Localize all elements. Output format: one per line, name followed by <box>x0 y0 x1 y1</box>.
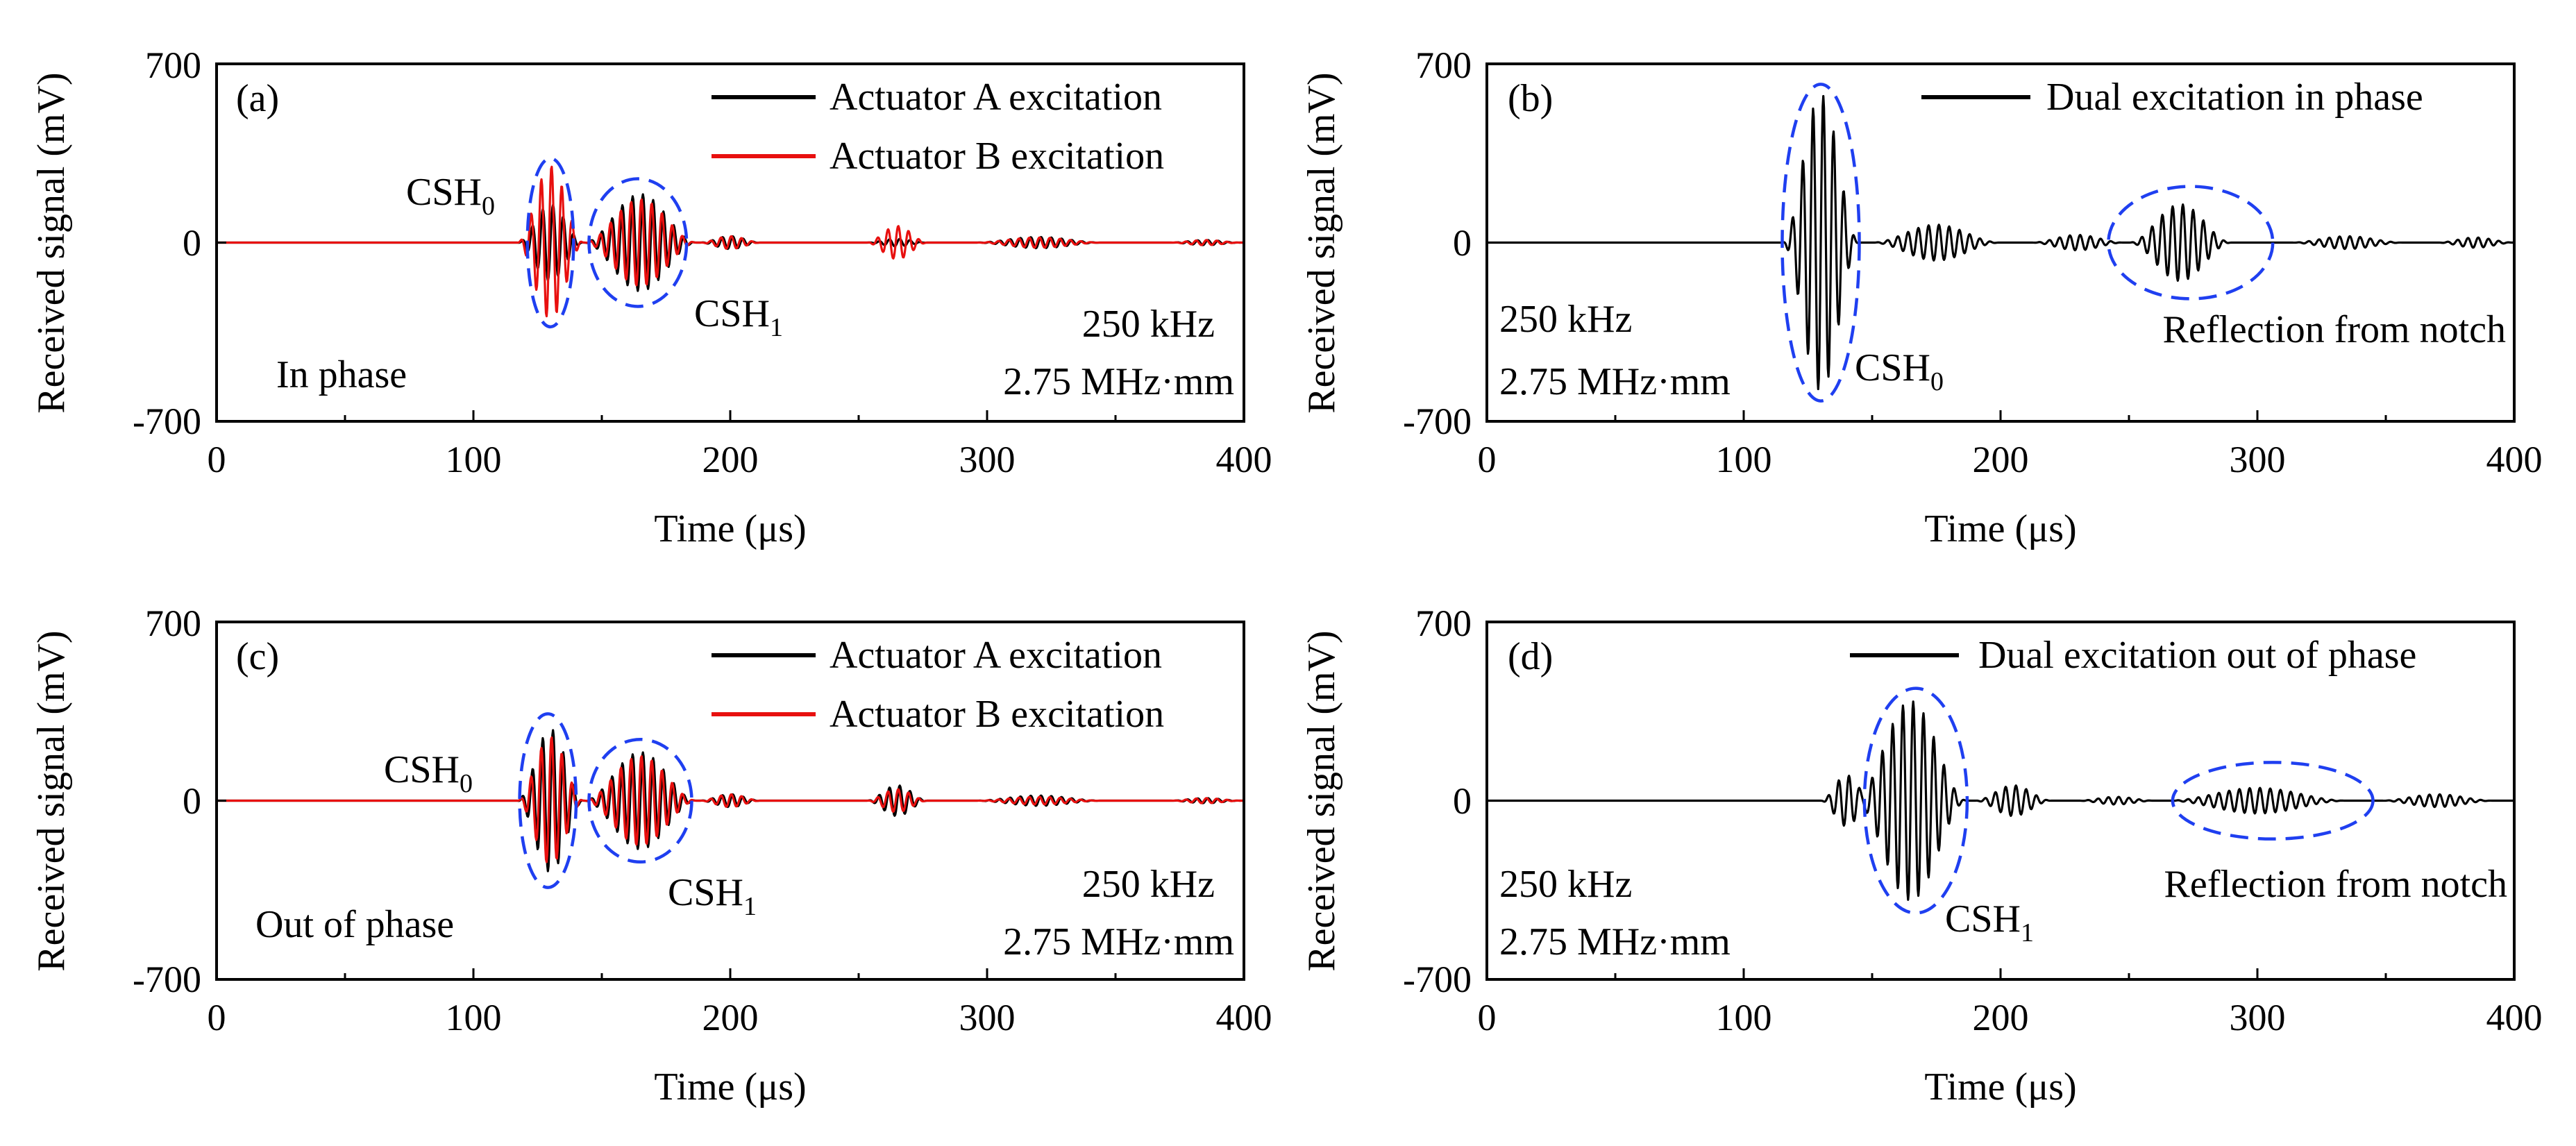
panel-d-annotation-csh1: CSH1 <box>1945 898 2034 947</box>
panel-b-annotation: 2.75 MHz·mm <box>1499 360 1731 403</box>
panel-c-annotation: 2.75 MHz·mm <box>1003 920 1234 963</box>
panel-d-y-tick-label: -700 <box>1403 959 1472 1000</box>
panel-d-y-axis-title: Received signal (mV) <box>1300 630 1343 971</box>
panel-c-legend-label: Actuator A excitation <box>830 634 1162 677</box>
panel-c-x-tick-label: 100 <box>446 997 502 1038</box>
panel-d-x-axis-title: Time (μs) <box>1924 1065 2076 1109</box>
panel-c-ticks <box>215 621 1245 981</box>
panel-b-y-tick-label: 0 <box>1453 222 1472 264</box>
panel-a-highlight-ellipse-1 <box>525 156 575 329</box>
panel-c-y-tick-label: 0 <box>183 780 201 822</box>
panel-a: 700 0 -700 0 100 200 300 400 Time (μs) R… <box>30 44 1272 550</box>
panel-d-x-tick-label: 400 <box>2486 997 2543 1038</box>
panel-b-x-tick-label: 400 <box>2486 439 2543 480</box>
panel-c-y-tick-label: 700 <box>145 603 201 644</box>
panel-b-y-tick-label: 700 <box>1415 44 1472 86</box>
panel-b-series-1-line <box>1486 94 2515 391</box>
panel-d-annotation: 2.75 MHz·mm <box>1499 920 1731 963</box>
panel-b-legend-label: Dual excitation in phase <box>2046 76 2423 119</box>
panel-a-annotation: In phase <box>276 353 407 396</box>
panel-b-highlight-ellipse-1 <box>1781 83 1861 403</box>
panel-a-y-tick-label: -700 <box>133 401 201 442</box>
panel-d-y-tick-label: 700 <box>1415 603 1472 644</box>
panel-c-x-tick-label: 300 <box>959 997 1016 1038</box>
panel-a-legend-label: Actuator A excitation <box>830 76 1162 119</box>
panel-d-highlights <box>1862 686 2375 915</box>
panel-c-x-tick-label: 400 <box>1216 997 1272 1038</box>
panel-a-y-axis-title: Received signal (mV) <box>30 72 73 413</box>
panel-b: 700 0 -700 0 100 200 300 400 Time (μs) R… <box>1300 44 2543 550</box>
panel-c-highlights <box>518 712 693 889</box>
panel-b-y-axis-title: Received signal (mV) <box>1300 72 1343 413</box>
panel-b-ticks <box>1485 62 2516 423</box>
panel-c-highlight-ellipse-2 <box>587 737 693 864</box>
panel-c-y-tick-label: -700 <box>133 959 201 1000</box>
panel-a-highlights <box>525 156 689 329</box>
panel-c-series <box>216 729 1245 873</box>
panel-a-y-tick-label: 700 <box>145 44 201 86</box>
panel-a-x-axis-title: Time (μs) <box>654 507 806 550</box>
panel-a-legend-label: Actuator B excitation <box>830 135 1164 178</box>
panel-a-x-tick-label: 400 <box>1216 439 1272 480</box>
panel-b-x-tick-label: 300 <box>2230 439 2286 480</box>
panel-d-legend-label: Dual excitation out of phase <box>1978 634 2416 677</box>
panel-d-series-1-line <box>1486 700 2515 901</box>
panel-b-annotation: 250 kHz <box>1499 298 1632 341</box>
panel-b-letter: (b) <box>1508 77 1553 120</box>
panel-d-y-tick-label: 0 <box>1453 780 1472 822</box>
panel-b-x-tick-label: 0 <box>1478 439 1497 480</box>
panel-c-series-2-line <box>216 736 1245 863</box>
panel-b-annotation-csh0: CSH0 <box>1855 346 1944 396</box>
panel-b-x-tick-label: 100 <box>1716 439 1772 480</box>
panel-a-ticks <box>215 62 1245 423</box>
panel-d-highlight-ellipse-1 <box>1862 686 1969 915</box>
panel-c-annotation-csh0: CSH0 <box>384 748 473 798</box>
panel-a-y-tick-label: 0 <box>183 222 201 264</box>
panel-b-highlights <box>1781 83 2275 403</box>
panel-d-annotation: 250 kHz <box>1499 863 1632 906</box>
panel-b-series <box>1486 94 2515 391</box>
panel-c-y-axis-title: Received signal (mV) <box>30 630 73 971</box>
panel-a-series-2-line <box>216 165 1245 318</box>
panel-a-annotation-csh0: CSH0 <box>406 171 495 221</box>
panel-d-x-tick-label: 100 <box>1716 997 1772 1038</box>
panel-b-x-tick-label: 200 <box>1973 439 2029 480</box>
panel-b-annotation: Reflection from notch <box>2162 308 2506 351</box>
panel-b-highlight-ellipse-2 <box>2107 185 2275 301</box>
panel-a-annotation-csh1: CSH1 <box>694 292 783 342</box>
panel-d-x-tick-label: 300 <box>2230 997 2286 1038</box>
panel-a-x-tick-label: 300 <box>959 439 1016 480</box>
panel-c: 700 0 -700 0 100 200 300 400 Time (μs) R… <box>30 603 1272 1109</box>
panel-c-annotation: 250 kHz <box>1082 863 1215 906</box>
panel-d-x-tick-label: 200 <box>1973 997 2029 1038</box>
panel-a-x-tick-label: 200 <box>702 439 759 480</box>
panel-c-annotation: Out of phase <box>255 903 454 946</box>
panel-d-letter: (d) <box>1508 635 1553 678</box>
panel-d-annotation: Reflection from notch <box>2164 863 2507 906</box>
panel-a-letter: (a) <box>236 77 279 120</box>
panel-d-series <box>1486 700 2515 901</box>
panel-c-legend-label: Actuator B excitation <box>830 693 1164 736</box>
panel-a-highlight-ellipse-2 <box>587 177 689 308</box>
panel-a-x-tick-label: 0 <box>208 439 226 480</box>
panel-d-ticks <box>1485 621 2516 981</box>
panel-c-x-tick-label: 200 <box>702 997 759 1038</box>
panel-a-annotation: 2.75 MHz·mm <box>1003 360 1234 403</box>
panel-d: 700 0 -700 0 100 200 300 400 Time (μs) R… <box>1300 603 2543 1109</box>
panel-d-highlight-ellipse-2 <box>2171 761 2375 841</box>
panel-c-letter: (c) <box>236 635 279 678</box>
panel-c-annotation-csh1: CSH1 <box>668 871 757 921</box>
panel-a-x-tick-label: 100 <box>446 439 502 480</box>
panel-c-highlight-ellipse-1 <box>518 712 578 889</box>
panel-b-y-tick-label: -700 <box>1403 401 1472 442</box>
panel-a-series <box>216 165 1245 318</box>
panel-c-x-tick-label: 0 <box>208 997 226 1038</box>
panel-b-x-axis-title: Time (μs) <box>1924 507 2076 550</box>
panel-d-x-tick-label: 0 <box>1478 997 1497 1038</box>
panel-c-x-axis-title: Time (μs) <box>654 1065 806 1109</box>
panel-a-annotation: 250 kHz <box>1082 303 1215 346</box>
